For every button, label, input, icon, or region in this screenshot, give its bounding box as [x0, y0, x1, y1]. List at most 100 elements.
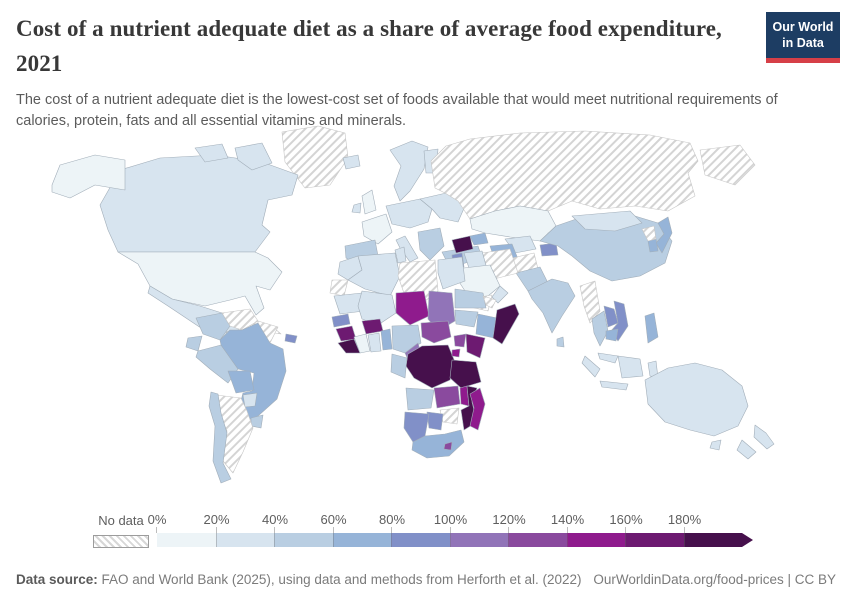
region-central-african-republic[interactable]: [420, 320, 452, 344]
region-paraguay[interactable]: [242, 392, 258, 408]
legend-bin-160-180%[interactable]: 160%: [609, 512, 684, 547]
legend-no-data[interactable]: No data: [93, 513, 149, 548]
region-canada-baffin[interactable]: [234, 142, 273, 171]
region-south-korea[interactable]: [647, 238, 659, 253]
region-bolivia[interactable]: [227, 370, 255, 394]
legend-tick-label: 60%: [320, 512, 347, 527]
legend-bin-20-40%[interactable]: 20%: [203, 512, 274, 547]
region-venezuela[interactable]: [221, 308, 259, 331]
region-cote-divoire[interactable]: [353, 333, 371, 354]
chart-header: Cost of a nutrient adequate diet as a sh…: [16, 12, 836, 131]
region-oman[interactable]: [491, 285, 509, 304]
legend-bin-0-20%[interactable]: 0%: [148, 512, 216, 547]
region-eritrea[interactable]: [482, 295, 497, 309]
region-guinea[interactable]: [335, 325, 357, 342]
region-zambia[interactable]: [433, 385, 461, 409]
legend-tick-label: 120%: [492, 512, 526, 527]
region-iceland[interactable]: [342, 154, 361, 170]
region-ireland[interactable]: [351, 202, 362, 214]
region-western-sahara[interactable]: [329, 279, 349, 297]
world-choropleth-map: [0, 116, 850, 512]
legend-bin-80-100%[interactable]: 80%: [379, 512, 450, 547]
region-balkans[interactable]: [417, 227, 445, 261]
region-new-zealand-north[interactable]: [753, 424, 775, 450]
region-uk[interactable]: [361, 189, 377, 215]
region-malaysia[interactable]: [597, 352, 619, 364]
region-botswana[interactable]: [426, 411, 444, 431]
region-senegal[interactable]: [331, 313, 351, 328]
owid-link[interactable]: OurWorldinData.org/food-prices | CC BY: [593, 572, 836, 587]
data-source: Data source: FAO and World Bank (2025), …: [16, 572, 582, 587]
legend-tick-mark: [508, 527, 509, 533]
legend-tick-label: 0%: [147, 512, 167, 527]
legend-tick-mark: [332, 527, 334, 533]
region-caucasus[interactable]: [469, 232, 489, 246]
region-egypt[interactable]: [437, 256, 466, 290]
legend-tick-mark: [625, 527, 626, 533]
region-north-korea[interactable]: [641, 225, 657, 242]
owid-logo[interactable]: Our World in Data: [766, 12, 840, 64]
legend-tick-mark: [215, 527, 217, 533]
region-rwanda-burundi[interactable]: [451, 348, 461, 358]
no-data-swatch: [93, 535, 149, 548]
legend-arrow: [742, 533, 753, 547]
owid-logo-accent-bar: [766, 58, 840, 64]
region-south-sudan[interactable]: [454, 309, 479, 328]
region-canada[interactable]: [99, 154, 299, 253]
region-sri-lanka[interactable]: [556, 336, 565, 348]
region-indonesia-sumatra[interactable]: [581, 355, 601, 378]
region-france[interactable]: [361, 213, 393, 245]
region-indonesia-java[interactable]: [599, 380, 629, 391]
region-philippines[interactable]: [644, 312, 659, 344]
legend-bin-180%+[interactable]: 180%: [668, 512, 742, 547]
region-lesotho[interactable]: [443, 441, 453, 451]
region-togo-benin[interactable]: [380, 328, 393, 351]
legend-bin-140-160%[interactable]: 140%: [551, 512, 625, 547]
region-angola[interactable]: [405, 387, 435, 411]
region-new-zealand-south[interactable]: [736, 439, 757, 460]
legend-bin-60-80%[interactable]: 60%: [320, 512, 391, 547]
owid-logo-line1: Our World: [772, 20, 834, 34]
region-ecuador[interactable]: [185, 335, 203, 352]
region-india[interactable]: [527, 278, 576, 334]
region-thailand[interactable]: [591, 310, 609, 347]
region-niger[interactable]: [395, 290, 430, 326]
data-source-text: FAO and World Bank (2025), using data an…: [97, 572, 582, 587]
region-tunisia[interactable]: [394, 246, 407, 264]
region-algeria[interactable]: [347, 252, 401, 297]
region-sudan[interactable]: [454, 288, 487, 309]
region-madagascar[interactable]: [469, 387, 486, 431]
region-russia[interactable]: [430, 130, 699, 220]
region-syria[interactable]: [451, 235, 474, 254]
region-drc[interactable]: [405, 344, 456, 389]
region-japan[interactable]: [655, 216, 673, 254]
region-tasmania[interactable]: [709, 439, 722, 451]
region-mongolia[interactable]: [571, 210, 643, 232]
region-kenya[interactable]: [465, 333, 486, 359]
region-hispaniola[interactable]: [284, 333, 298, 344]
region-ghana[interactable]: [367, 332, 382, 353]
region-indonesia-borneo[interactable]: [617, 355, 644, 379]
legend-bin-120-140%[interactable]: 120%: [492, 512, 567, 547]
region-greenland[interactable]: [281, 125, 349, 189]
region-chile[interactable]: [208, 391, 232, 484]
region-cambodia[interactable]: [605, 328, 619, 342]
chart-footer: Data source: FAO and World Bank (2025), …: [16, 572, 836, 587]
region-tanzania[interactable]: [449, 359, 482, 389]
region-scandinavia[interactable]: [389, 140, 429, 202]
region-alaska[interactable]: [51, 154, 126, 199]
region-uganda[interactable]: [453, 333, 467, 348]
legend-tick-label: 140%: [550, 512, 585, 527]
region-italy[interactable]: [395, 235, 419, 263]
region-canada-victoria[interactable]: [194, 143, 229, 163]
legend-bin-100-120%[interactable]: 100%: [434, 512, 508, 547]
region-somalia[interactable]: [492, 303, 520, 345]
region-colombia[interactable]: [195, 312, 231, 341]
region-burkina-faso[interactable]: [361, 318, 384, 335]
region-united-states[interactable]: [117, 251, 283, 316]
region-congo-gabon[interactable]: [390, 353, 408, 379]
region-russia-east[interactable]: [699, 144, 756, 186]
region-south-africa[interactable]: [411, 429, 465, 459]
region-australia[interactable]: [644, 362, 749, 437]
legend-bin-40-60%[interactable]: 40%: [262, 512, 333, 547]
